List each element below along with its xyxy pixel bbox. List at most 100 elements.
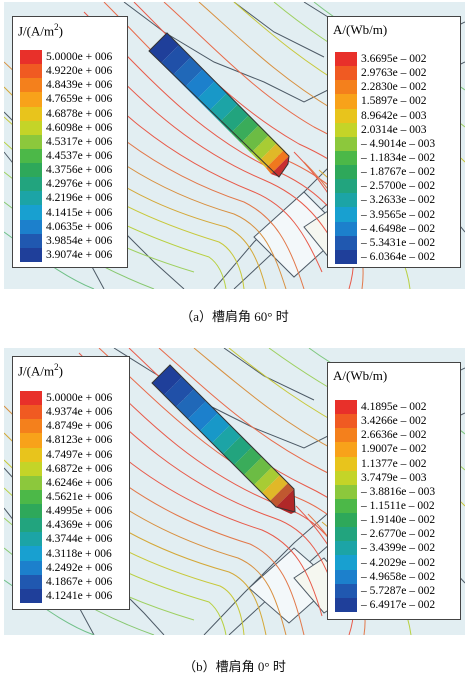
scale-swatch	[20, 546, 42, 562]
scale-label: 4.6098e + 006	[46, 121, 113, 134]
vector-potential-legend-a: A/(Wb/m) 3.6695e – 002 2.9763e – 002 2.283…	[327, 16, 461, 268]
scale-swatch	[20, 405, 42, 420]
current-density-legend-a: J/(A/m2) 5.0000e + 006 4.9220e + 006 4.843…	[12, 16, 128, 268]
scale-label: 5.0000e + 006	[46, 51, 113, 64]
scale-swatch	[335, 470, 357, 486]
scale-swatch	[335, 414, 357, 429]
scale-label: 8.9642e – 003	[361, 109, 427, 122]
scale-label: 4.9220e + 006	[46, 65, 113, 78]
scale-label: 1.5897e – 002	[361, 95, 427, 108]
scale-swatch	[335, 207, 357, 223]
scale-swatch	[20, 433, 42, 449]
scale-label: – 6.0364e – 002	[361, 250, 436, 263]
conductor-slot	[148, 32, 290, 178]
scale-label: 4.1867e + 006	[46, 575, 113, 588]
scale-swatch	[20, 163, 42, 178]
scale-swatch	[20, 148, 42, 164]
color-scale-bar	[20, 391, 42, 604]
scale-swatch	[20, 504, 42, 519]
scale-label: – 2.5700e – 002	[361, 180, 436, 193]
scale-swatch	[335, 484, 357, 500]
scale-swatch	[335, 527, 357, 542]
scale-label: 4.6872e + 006	[46, 462, 113, 475]
scale-swatch	[335, 456, 357, 472]
scale-swatch	[335, 541, 357, 556]
scale-label: 4.8439e + 006	[46, 79, 113, 92]
conductor-slot	[151, 364, 296, 514]
scale-label: 3.9074e + 006	[46, 248, 113, 261]
scale-label: – 4.9014e – 003	[361, 137, 436, 150]
scale-swatch	[335, 442, 357, 458]
scale-label: 4.8749e + 006	[46, 420, 113, 433]
scale-label: – 3.9565e – 002	[361, 208, 436, 221]
scale-label: 3.6695e – 002	[361, 53, 427, 66]
scale-swatch	[20, 120, 42, 136]
scale-swatch	[20, 588, 42, 604]
legend-title: J/(A/m2)	[18, 362, 63, 379]
scale-label: 4.8123e + 006	[46, 434, 113, 447]
scale-label: – 5.7287e – 002	[361, 584, 436, 597]
scale-label: 4.6246e + 006	[46, 476, 113, 489]
scale-swatch	[20, 191, 42, 206]
figure-caption-a: （a）槽肩角 60° 时	[180, 309, 289, 324]
scale-label: 1.9007e – 002	[361, 443, 427, 456]
scale-label: 4.1895e – 002	[361, 401, 427, 414]
scale-label: 4.4537e + 006	[46, 150, 113, 162]
scale-swatch	[335, 94, 357, 110]
scale-label: 2.9763e – 002	[361, 67, 427, 80]
scale-label: 4.4369e + 006	[46, 519, 113, 532]
scale-label: 4.0635e + 006	[46, 220, 113, 233]
scale-swatch	[335, 235, 357, 251]
scale-label: 1.1377e – 002	[361, 457, 427, 470]
scale-swatch	[335, 108, 357, 124]
scale-swatch	[20, 106, 42, 122]
scale-label: 4.6878e + 006	[46, 107, 113, 120]
scale-swatch	[20, 532, 42, 547]
scale-label: 4.7497e + 006	[46, 448, 113, 461]
scale-label: 4.5621e + 006	[46, 491, 113, 503]
scale-label: 5.0000e + 006	[46, 392, 113, 405]
scale-swatch	[20, 419, 42, 434]
scale-swatch	[335, 179, 357, 194]
scale-label: 2.2830e – 002	[361, 81, 427, 94]
scale-swatch	[335, 400, 357, 415]
scale-label: – 1.1511e – 002	[361, 500, 435, 512]
color-scale-bar	[335, 52, 357, 265]
scale-swatch	[335, 569, 357, 585]
scale-label: 4.4995e + 006	[46, 505, 113, 518]
scale-label: 3.7479e – 003	[361, 471, 427, 484]
scale-swatch	[335, 221, 357, 237]
scale-swatch	[20, 177, 42, 192]
scale-label: 3.9854e + 006	[46, 234, 113, 247]
scale-swatch	[335, 66, 357, 81]
scale-swatch	[335, 583, 357, 599]
scale-label: – 4.6498e – 002	[361, 222, 436, 235]
scale-swatch	[20, 78, 42, 93]
color-scale-bar	[20, 50, 42, 263]
scale-label: 4.3744e + 006	[46, 533, 113, 546]
scale-swatch	[20, 475, 42, 491]
scale-swatch	[20, 247, 42, 263]
scale-swatch	[20, 518, 42, 533]
legend-title: A/(Wb/m)	[333, 368, 388, 383]
scale-label: 4.2492e + 006	[46, 561, 113, 574]
scale-label: – 4.9658e – 002	[361, 570, 436, 583]
scale-label: 4.2196e + 006	[46, 192, 113, 205]
scale-swatch	[20, 447, 42, 463]
scale-label: – 4.2029e – 002	[361, 556, 436, 569]
scale-label: – 1.9140e – 002	[361, 514, 436, 527]
figure-caption-b: （b）槽肩角 0° 时	[183, 659, 286, 674]
scale-swatch	[335, 150, 357, 166]
scale-label: 3.4266e – 002	[361, 415, 427, 428]
scale-label: 4.1415e + 006	[46, 206, 113, 219]
scale-swatch	[20, 50, 42, 65]
scale-swatch	[335, 597, 357, 613]
scale-label: – 6.4917e – 002	[361, 598, 436, 611]
scale-swatch	[335, 428, 357, 443]
legend-title: A/(Wb/m)	[333, 22, 388, 37]
scale-swatch	[20, 560, 42, 576]
scale-swatch	[20, 205, 42, 221]
scale-label: – 1.8767e – 002	[361, 166, 436, 179]
field-plot-a: J/(A/m2) 5.0000e + 006 4.9220e + 006 4.843…	[4, 2, 465, 289]
scale-swatch	[335, 122, 357, 138]
